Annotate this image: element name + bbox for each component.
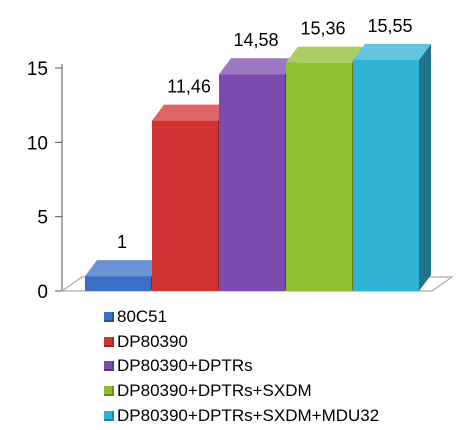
bar	[286, 46, 364, 292]
legend: 80C51 DP80390 DP80390+DPTRs DP80390+DPTRs+S…	[104, 305, 379, 428]
bar-chart: 0 5 10 15 1 11,46 14,58 15,36 15,55	[27, 16, 454, 300]
bar-side	[419, 43, 431, 291]
legend-label: DP80390+DPTRs+SXDM	[117, 381, 312, 401]
bar-front	[219, 74, 285, 291]
data-label: 1	[117, 232, 127, 252]
legend-item: DP80390	[104, 330, 379, 355]
bar	[152, 104, 230, 292]
legend-item: 80C51	[104, 305, 379, 330]
data-label: 14,58	[233, 30, 278, 50]
bar-top	[219, 58, 297, 75]
data-label: 11,46	[167, 77, 211, 97]
legend-swatch	[104, 336, 114, 347]
legend-label: DP80390+DPTRs	[117, 356, 253, 376]
legend-swatch	[104, 312, 114, 323]
legend-item: DP80390+DPTRs+SXDM+MDU32	[104, 403, 379, 428]
y-tick-label: 0	[37, 282, 48, 300]
bars	[85, 43, 431, 292]
legend-swatch	[104, 386, 114, 397]
bar-top	[286, 46, 364, 63]
bar-front	[152, 120, 218, 292]
data-label: 15,55	[367, 16, 412, 36]
y-tick-label: 10	[27, 133, 48, 154]
legend-swatch	[104, 361, 114, 372]
legend-label: 80C51	[117, 307, 168, 327]
legend-item: DP80390+DPTRs+SXDM	[104, 379, 379, 404]
y-tick-label: 5	[37, 208, 48, 229]
legend-label: DP80390	[117, 331, 188, 351]
bar-front	[286, 62, 352, 292]
legend-item: DP80390+DPTRs	[104, 354, 379, 379]
data-label: 15,36	[300, 19, 345, 39]
legend-label: DP80390+DPTRs+SXDM+MDU32	[117, 405, 380, 425]
bar-front	[85, 276, 151, 291]
legend-swatch	[104, 410, 114, 421]
bar	[85, 260, 163, 291]
bar-front	[353, 59, 419, 291]
bar-top	[353, 43, 431, 60]
y-tick-label: 15	[27, 59, 48, 80]
y-axis: 0 5 10 15	[27, 59, 63, 300]
bar	[353, 43, 431, 291]
bar-top	[152, 104, 230, 121]
bar	[219, 58, 297, 291]
bar-top	[85, 260, 163, 277]
data-labels: 1 11,46 14,58 15,36 15,55	[117, 16, 413, 252]
